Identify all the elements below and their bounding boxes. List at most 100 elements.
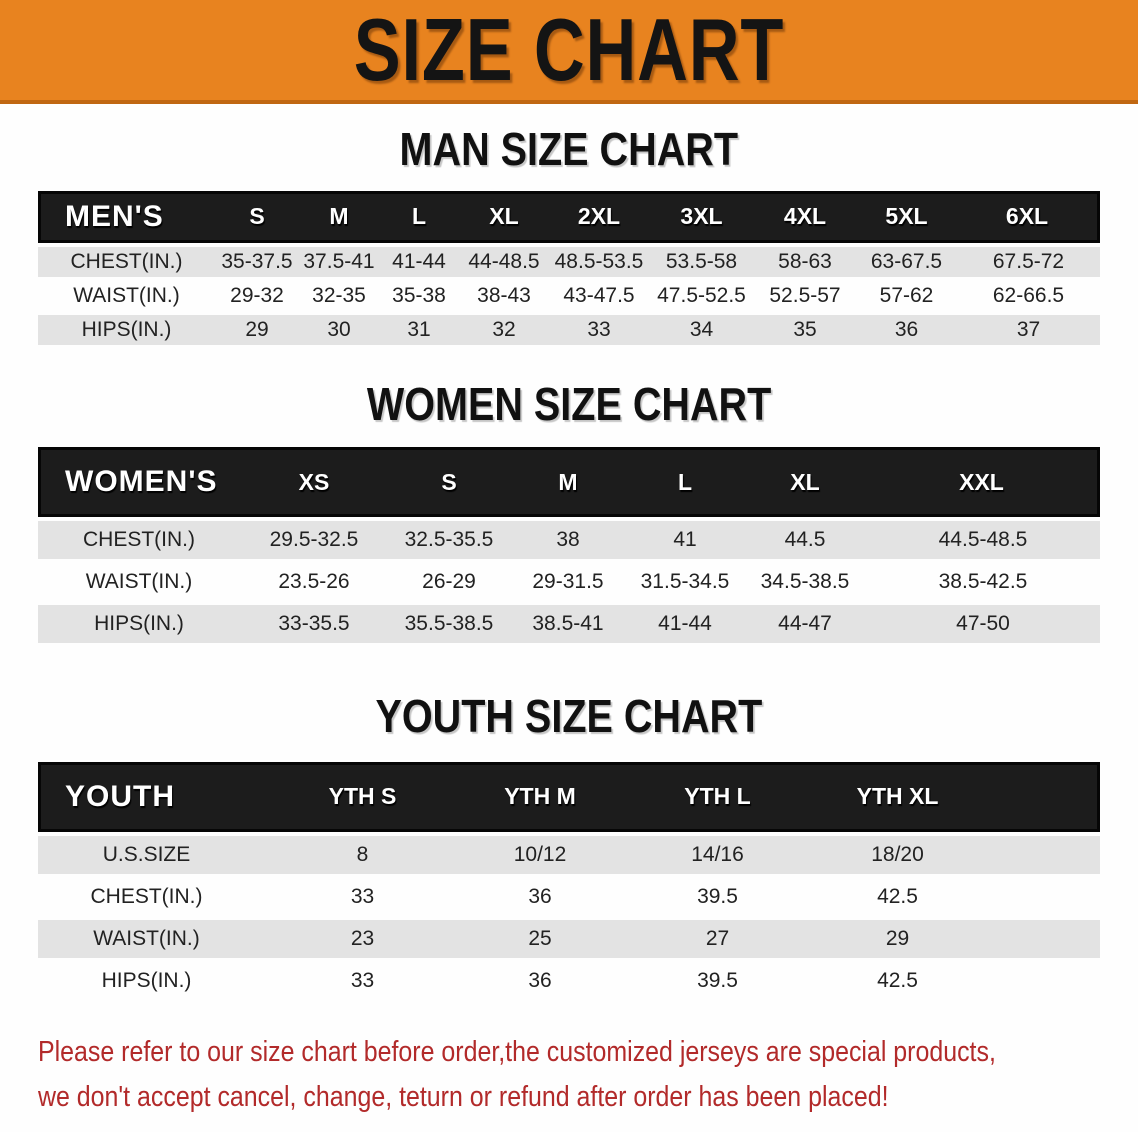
size-value-cell: 58-63 — [754, 246, 856, 277]
size-value-cell: 67.5-72 — [957, 246, 1100, 277]
size-value-cell: 33-35.5 — [240, 605, 388, 644]
size-value-cell: 27 — [610, 919, 825, 958]
row-label: WAIST(IN.) — [38, 919, 255, 958]
size-value-cell: 33 — [255, 877, 470, 916]
size-value-cell: 36 — [470, 961, 610, 1000]
table-row: WAIST(IN.) 23 25 27 29 — [38, 919, 1100, 958]
size-value-cell: 47.5-52.5 — [649, 280, 754, 311]
size-value-cell: 41 — [626, 521, 744, 560]
row-label: CHEST(IN.) — [38, 521, 240, 560]
size-value-cell: 32 — [459, 314, 549, 345]
size-value-cell: 29 — [825, 919, 970, 958]
row-label: HIPS(IN.) — [38, 314, 215, 345]
size-value-cell: 30 — [299, 314, 379, 345]
size-value-cell: 42.5 — [825, 961, 970, 1000]
size-column-header: XS — [240, 447, 388, 518]
row-label: HIPS(IN.) — [38, 605, 240, 644]
size-value-cell: 26-29 — [388, 563, 510, 602]
table-corner-label: WOMEN'S — [38, 447, 240, 518]
table-corner-label: YOUTH — [38, 761, 255, 832]
header-spacer — [970, 761, 1100, 832]
size-value-cell: 38-43 — [459, 280, 549, 311]
size-value-cell: 62-66.5 — [957, 280, 1100, 311]
size-value-cell: 31.5-34.5 — [626, 563, 744, 602]
size-value-cell: 37.5-41 — [299, 246, 379, 277]
row-spacer — [970, 919, 1100, 958]
table-row: HIPS(IN.) 33 36 39.5 42.5 — [38, 961, 1100, 1000]
size-value-cell: 35 — [754, 314, 856, 345]
size-value-cell: 44.5 — [744, 521, 866, 560]
youth-size-table: YOUTH YTH S YTH M YTH L YTH XL U.S.SIZE 8 10/12… — [38, 758, 1100, 1004]
row-spacer — [970, 961, 1100, 1000]
table-row: U.S.SIZE 8 10/12 14/16 18/20 — [38, 835, 1100, 874]
table-header-row: MEN'S S M L XL 2XL 3XL 4XL 5XL 6XL — [38, 190, 1100, 243]
size-column-header: L — [626, 447, 744, 518]
size-value-cell: 44.5-48.5 — [866, 521, 1100, 560]
size-value-cell: 33 — [255, 961, 470, 1000]
size-value-cell: 47-50 — [866, 605, 1100, 644]
size-value-cell: 38.5-42.5 — [866, 563, 1100, 602]
size-value-cell: 33 — [549, 314, 649, 345]
size-value-cell: 41-44 — [626, 605, 744, 644]
table-row: WAIST(IN.) 23.5-26 26-29 29-31.5 31.5-34.5 34… — [38, 563, 1100, 602]
row-label: U.S.SIZE — [38, 835, 255, 874]
row-spacer — [970, 877, 1100, 916]
size-value-cell: 31 — [379, 314, 459, 345]
youth-section-title: YOUTH SIZE CHART — [375, 690, 763, 743]
size-column-header: XL — [744, 447, 866, 518]
size-value-cell: 52.5-57 — [754, 280, 856, 311]
size-value-cell: 29-32 — [215, 280, 299, 311]
size-value-cell: 8 — [255, 835, 470, 874]
size-value-cell: 29.5-32.5 — [240, 521, 388, 560]
size-column-header: 2XL — [549, 190, 649, 243]
size-value-cell: 39.5 — [610, 961, 825, 1000]
table-header-row: YOUTH YTH S YTH M YTH L YTH XL — [38, 761, 1100, 832]
women-section-heading: WOMEN SIZE CHART — [0, 349, 1138, 444]
size-value-cell: 44-48.5 — [459, 246, 549, 277]
size-column-header: YTH M — [470, 761, 610, 832]
row-label: HIPS(IN.) — [38, 961, 255, 1000]
mens-size-table: MEN'S S M L XL 2XL 3XL 4XL 5XL 6XL CHEST(IN.) 35-37… — [38, 187, 1100, 349]
table-row: CHEST(IN.) 29.5-32.5 32.5-35.5 38 41 44.5 44.5… — [38, 521, 1100, 560]
size-value-cell: 36 — [470, 877, 610, 916]
size-value-cell: 48.5-53.5 — [549, 246, 649, 277]
table-header-row: WOMEN'S XS S M L XL XXL — [38, 447, 1100, 518]
size-column-header: 3XL — [649, 190, 754, 243]
size-column-header: YTH S — [255, 761, 470, 832]
size-column-header: XXL — [866, 447, 1100, 518]
size-value-cell: 35-37.5 — [215, 246, 299, 277]
size-value-cell: 32-35 — [299, 280, 379, 311]
size-value-cell: 37 — [957, 314, 1100, 345]
size-value-cell: 25 — [470, 919, 610, 958]
size-value-cell: 41-44 — [379, 246, 459, 277]
men-section-heading: MAN SIZE CHART — [0, 104, 1138, 187]
size-column-header: 6XL — [957, 190, 1100, 243]
size-chart-banner: SIZE CHART — [0, 0, 1138, 104]
size-column-header: M — [510, 447, 626, 518]
size-column-header: S — [215, 190, 299, 243]
size-value-cell: 29-31.5 — [510, 563, 626, 602]
size-value-cell: 29 — [215, 314, 299, 345]
size-column-header: L — [379, 190, 459, 243]
size-value-cell: 23.5-26 — [240, 563, 388, 602]
row-label: CHEST(IN.) — [38, 246, 215, 277]
size-value-cell: 43-47.5 — [549, 280, 649, 311]
size-value-cell: 53.5-58 — [649, 246, 754, 277]
row-label: WAIST(IN.) — [38, 563, 240, 602]
table-row: WAIST(IN.) 29-32 32-35 35-38 38-43 43-47.5 47.… — [38, 280, 1100, 311]
table-row: HIPS(IN.) 29 30 31 32 33 34 35 36 37 — [38, 314, 1100, 345]
size-value-cell: 39.5 — [610, 877, 825, 916]
row-label: WAIST(IN.) — [38, 280, 215, 311]
size-value-cell: 14/16 — [610, 835, 825, 874]
size-value-cell: 36 — [856, 314, 957, 345]
size-value-cell: 42.5 — [825, 877, 970, 916]
men-section-title: MAN SIZE CHART — [399, 123, 739, 175]
size-column-header: YTH L — [610, 761, 825, 832]
size-column-header: 5XL — [856, 190, 957, 243]
table-row: CHEST(IN.) 35-37.5 37.5-41 41-44 44-48.5 48.5… — [38, 246, 1100, 277]
size-column-header: YTH XL — [825, 761, 970, 832]
table-row: CHEST(IN.) 33 36 39.5 42.5 — [38, 877, 1100, 916]
row-spacer — [970, 835, 1100, 874]
size-value-cell: 35.5-38.5 — [388, 605, 510, 644]
size-column-header: S — [388, 447, 510, 518]
